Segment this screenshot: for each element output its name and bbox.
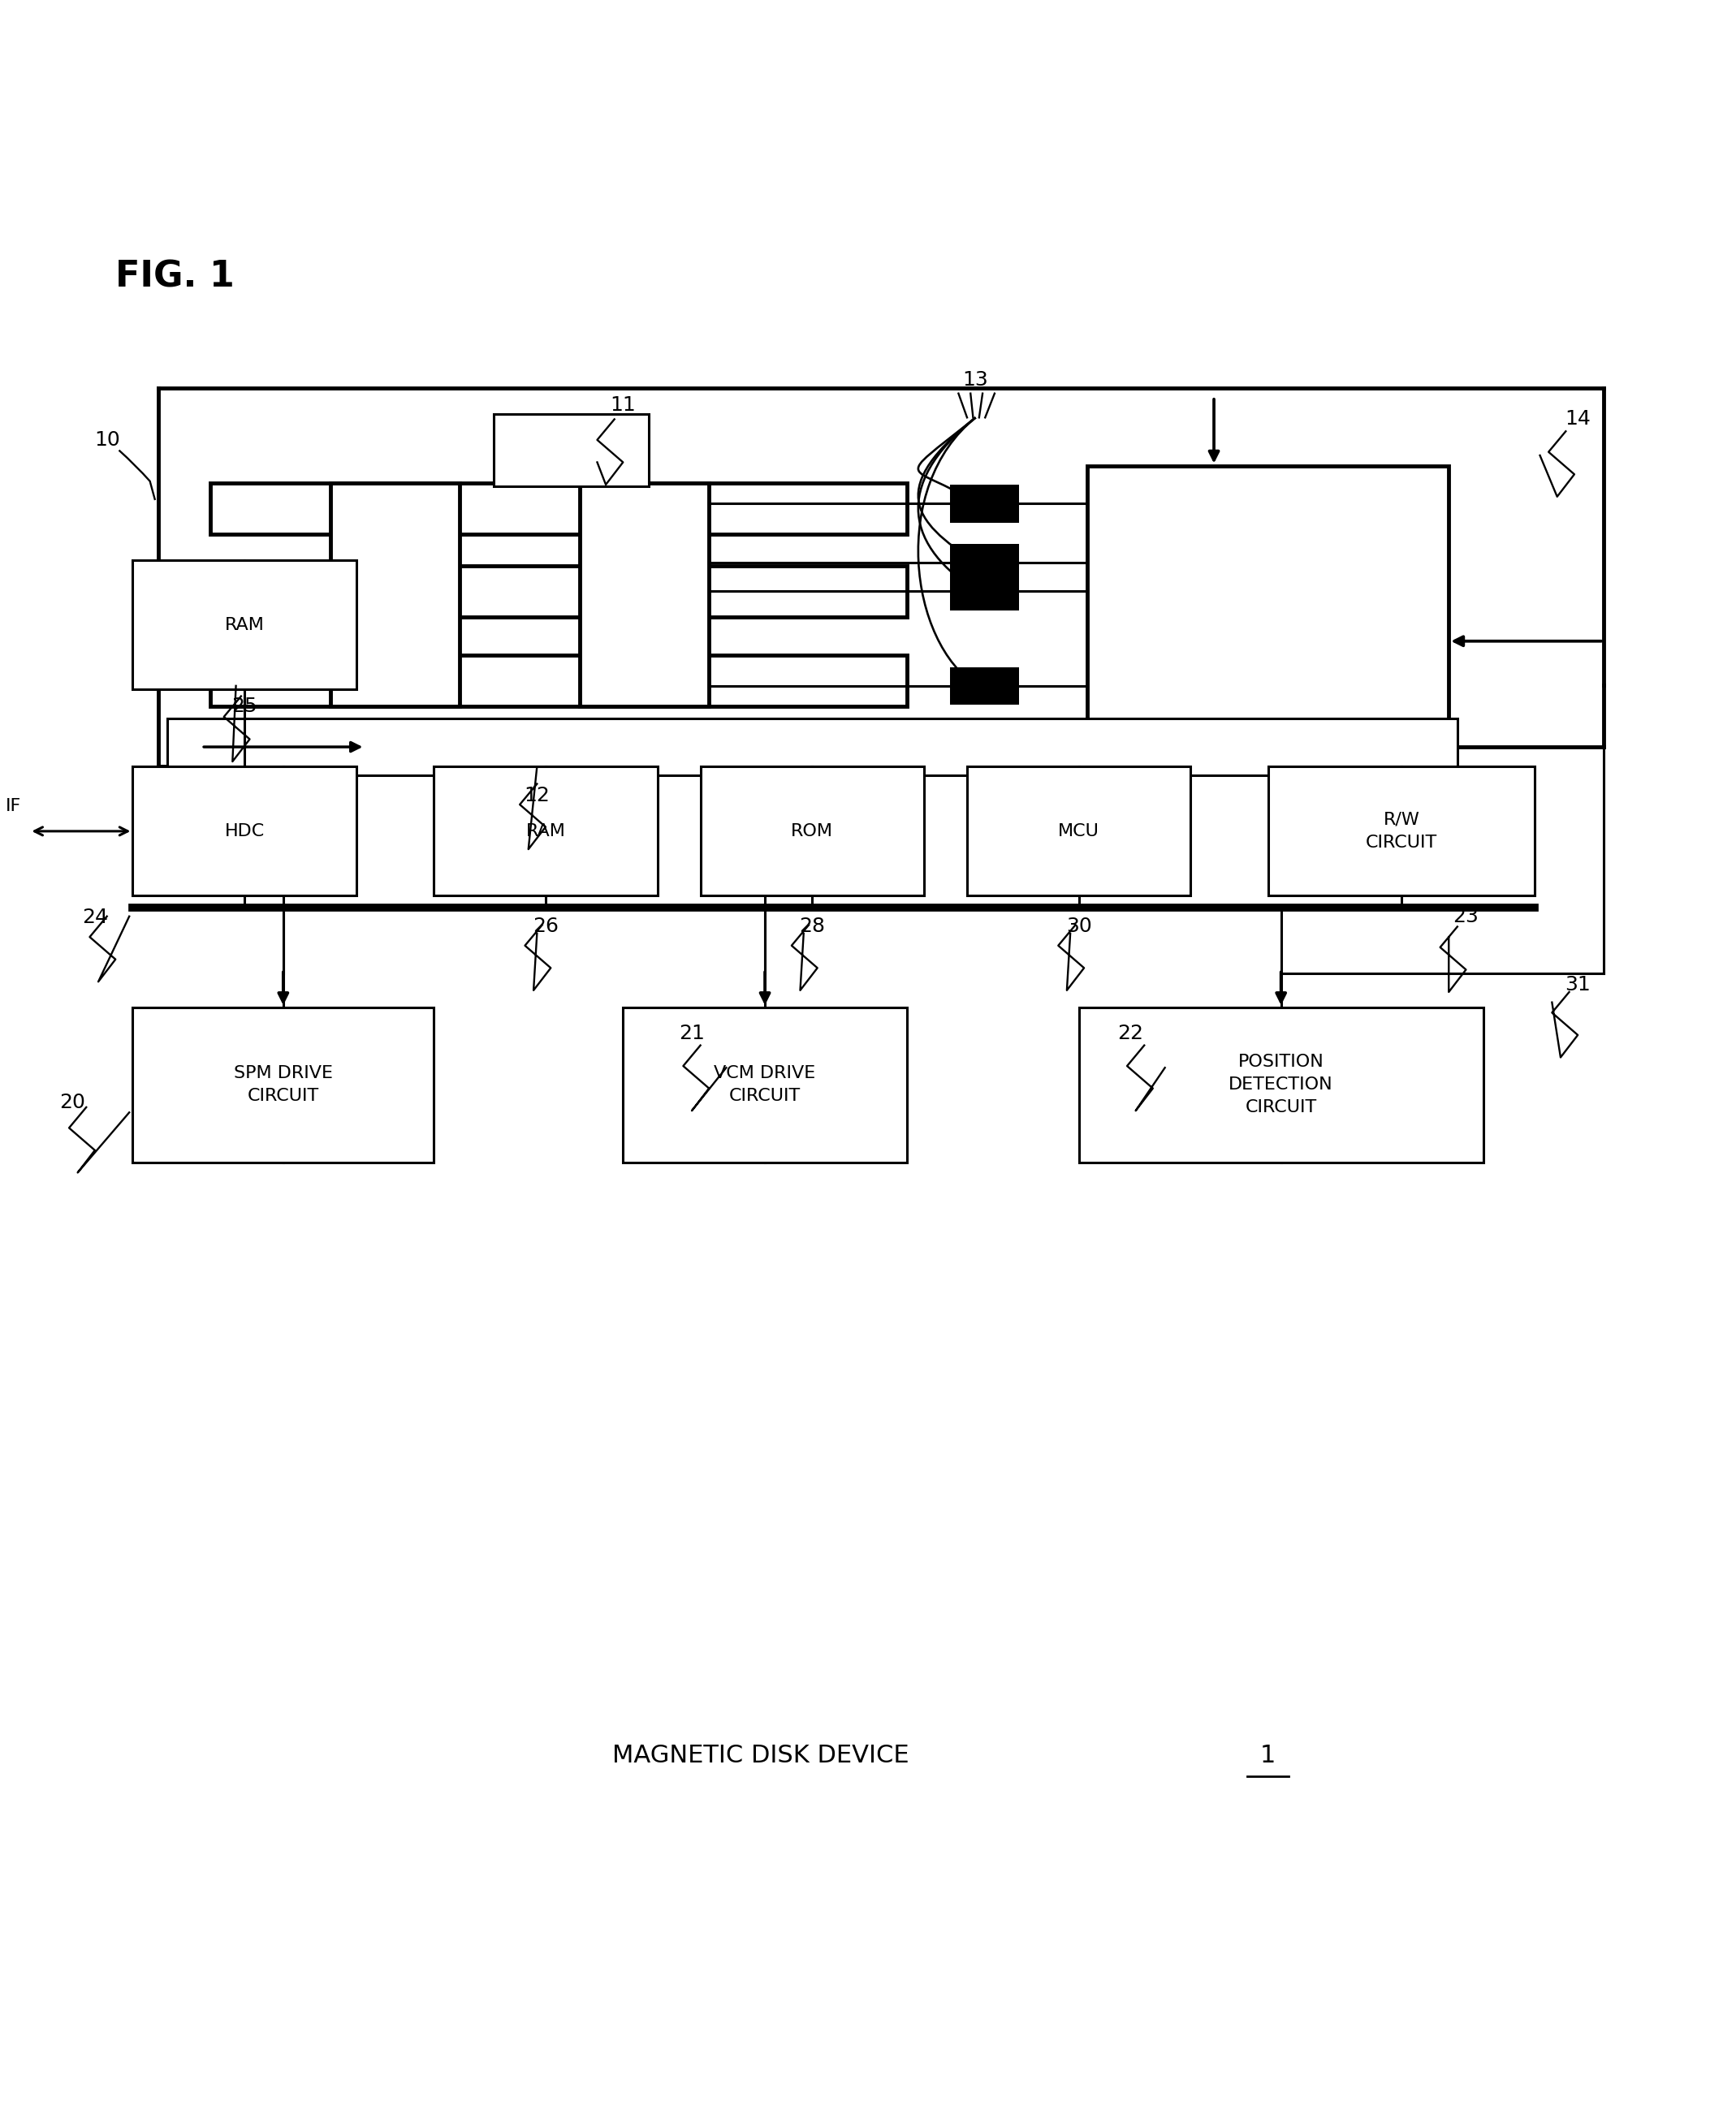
Text: 22: 22 [1118, 1023, 1144, 1042]
Bar [623, 1008, 906, 1162]
Bar [210, 483, 906, 534]
Bar [700, 767, 924, 895]
Bar [210, 565, 906, 618]
Bar [1087, 466, 1450, 723]
Text: 20: 20 [59, 1093, 85, 1111]
Text: 23: 23 [1453, 908, 1479, 927]
Text: MCU: MCU [1059, 824, 1099, 838]
Text: MAGNETIC DISK DEVICE: MAGNETIC DISK DEVICE [613, 1744, 910, 1767]
Bar [950, 544, 1019, 582]
Bar [1078, 1008, 1483, 1162]
Bar [330, 483, 460, 706]
Text: R/W
CIRCUIT: R/W CIRCUIT [1366, 811, 1437, 851]
Text: 25: 25 [231, 698, 257, 716]
Text: VCM DRIVE
CIRCUIT: VCM DRIVE CIRCUIT [713, 1065, 816, 1105]
Text: 24: 24 [82, 908, 108, 927]
Bar [210, 656, 906, 706]
Text: ROM: ROM [792, 824, 833, 838]
Bar [1267, 767, 1535, 895]
Bar [950, 485, 1019, 523]
Bar [495, 414, 649, 485]
Text: 12: 12 [524, 786, 550, 805]
Text: 31: 31 [1564, 975, 1590, 996]
Text: 28: 28 [799, 916, 825, 935]
Text: HDC: HDC [224, 824, 264, 838]
Text: 21: 21 [679, 1023, 705, 1042]
Text: RAM: RAM [526, 824, 566, 838]
Text: 11: 11 [609, 395, 635, 416]
Text: 26: 26 [533, 916, 559, 935]
Text: FIG. 1: FIG. 1 [116, 258, 234, 294]
Text: 14: 14 [1564, 410, 1590, 429]
Text: 10: 10 [94, 431, 120, 450]
Bar [950, 571, 1019, 609]
Bar [132, 767, 356, 895]
Text: SPM DRIVE
CIRCUIT: SPM DRIVE CIRCUIT [234, 1065, 333, 1105]
Text: POSITION
DETECTION
CIRCUIT: POSITION DETECTION CIRCUIT [1229, 1055, 1333, 1116]
Bar [950, 666, 1019, 704]
Text: RAM: RAM [224, 618, 264, 632]
Bar [167, 719, 1457, 775]
Bar [132, 561, 356, 689]
Bar [967, 767, 1191, 895]
Text: IF: IF [5, 798, 21, 813]
Bar [580, 483, 708, 706]
Bar [434, 767, 658, 895]
Text: 1: 1 [1260, 1744, 1276, 1767]
Bar [132, 1008, 434, 1162]
Text: 13: 13 [963, 370, 988, 389]
Text: 30: 30 [1066, 916, 1092, 935]
